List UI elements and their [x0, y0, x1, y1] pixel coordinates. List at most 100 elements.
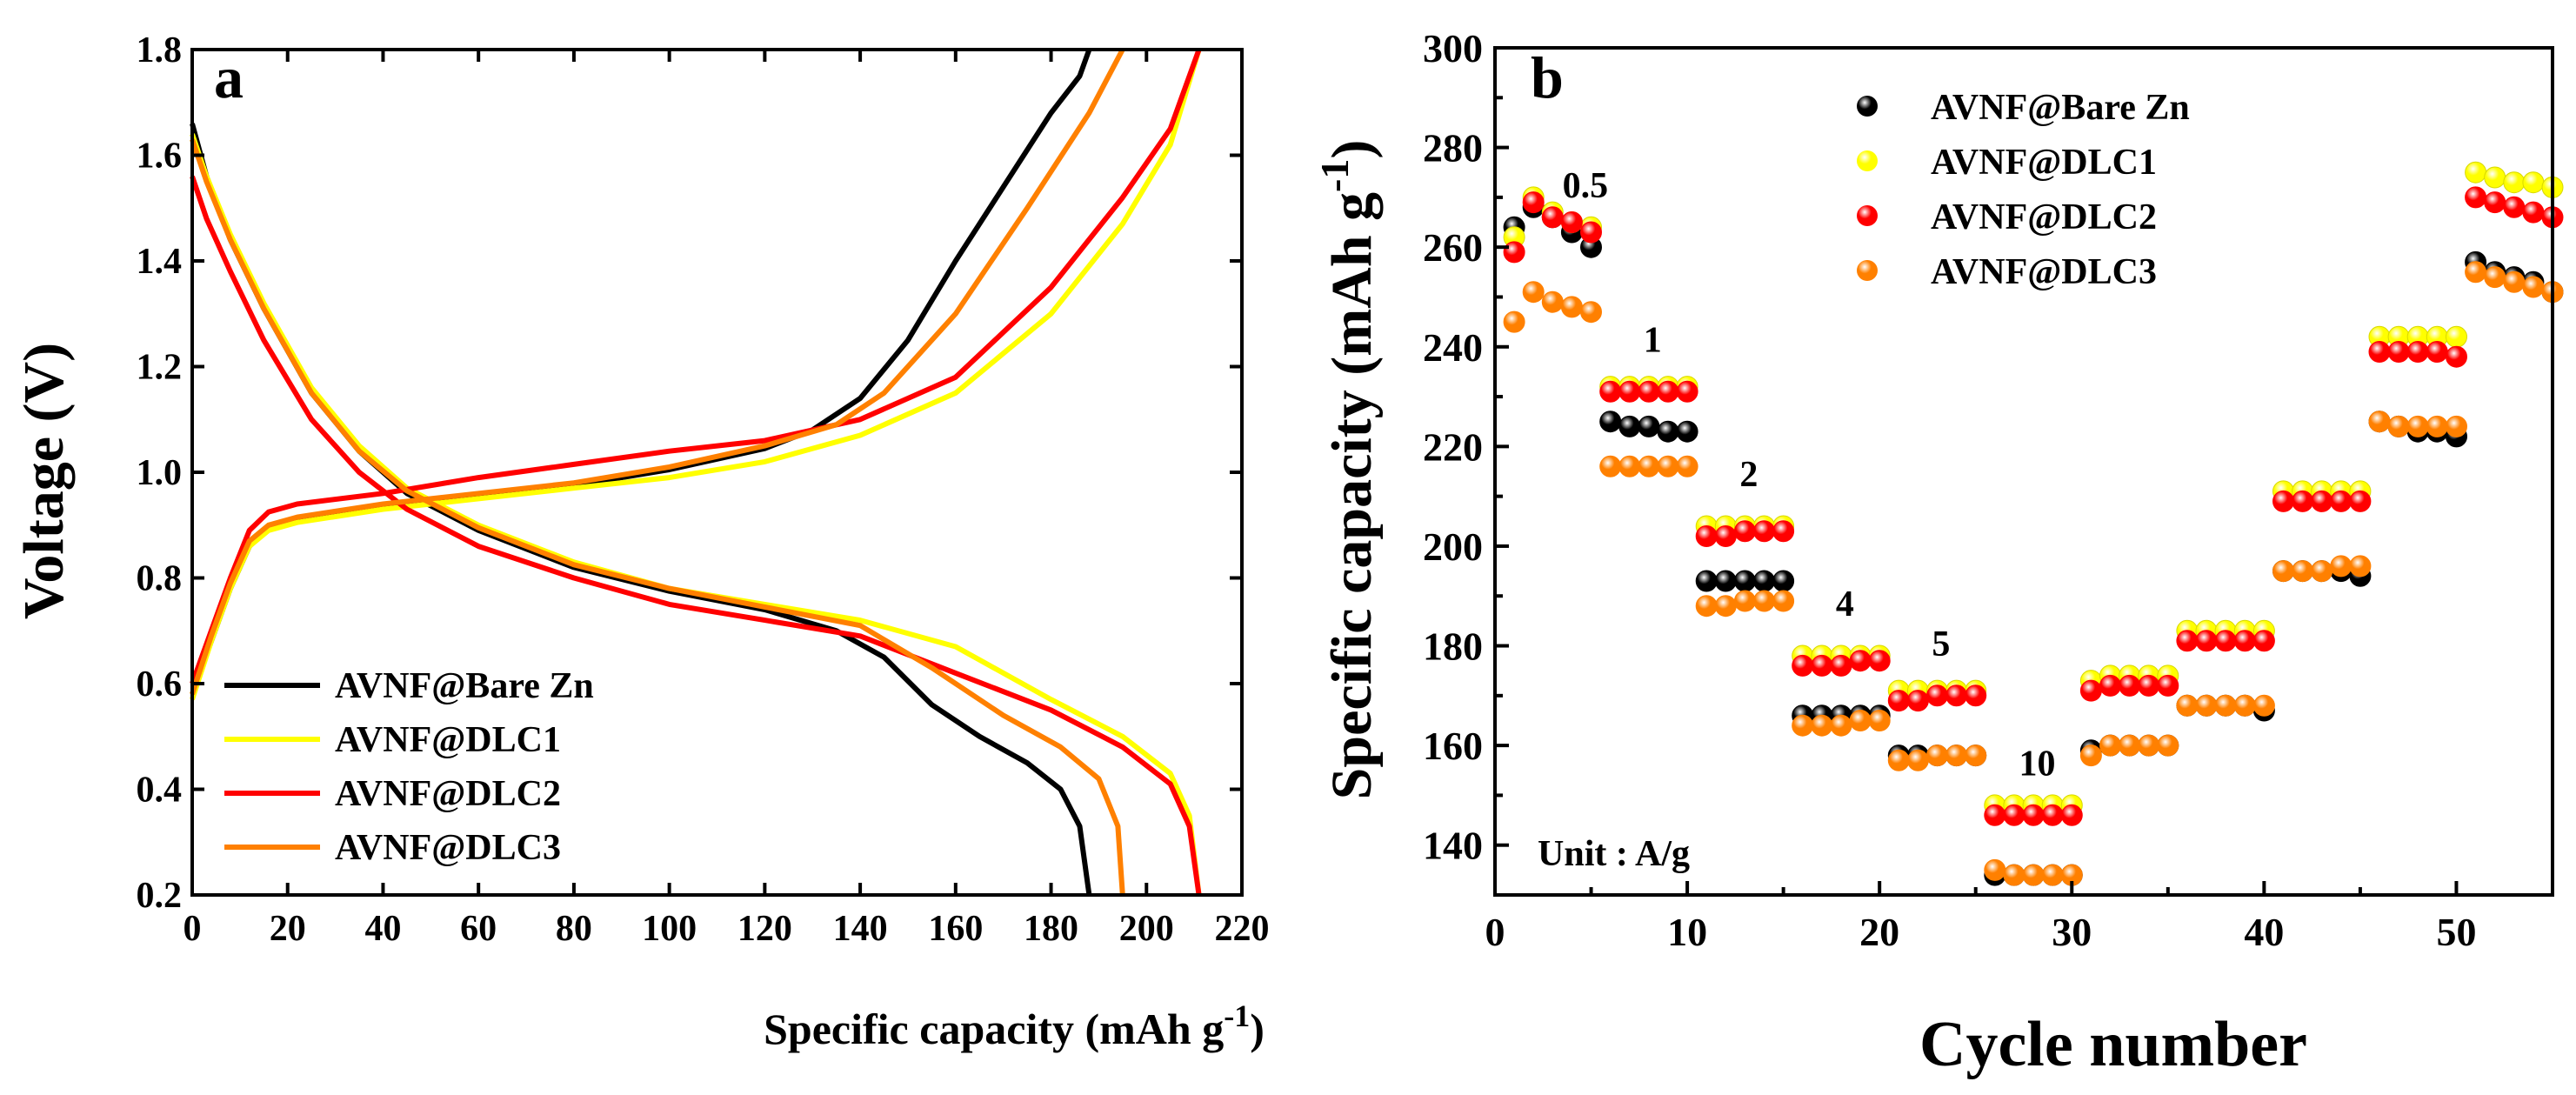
panel-a-ytick-label: 0.6	[137, 664, 183, 704]
panel-b-avnf-dlc3-point	[1792, 714, 1814, 737]
panel-a-xtick-label: 80	[556, 909, 592, 949]
panel-b-avnf-dlc2-point	[1926, 684, 1948, 707]
panel-b-avnf-dlc3-point	[1887, 749, 1910, 771]
panel-b-avnf-dlc2-point	[2157, 674, 2179, 697]
panel-b-avnf-dlc2-point	[2465, 186, 2487, 209]
panel-b-avnf-dlc2-point	[2079, 679, 2102, 702]
panel-b-avnf-dlc2-point	[1618, 380, 1641, 403]
panel-b-ylabel-end: )	[1320, 140, 1384, 159]
panel-b-avnf-dlc3-point	[2406, 415, 2429, 437]
panel-b-avnf-dlc2-point	[2003, 804, 2025, 826]
panel-b-avnf-dlc2-point	[2311, 490, 2333, 512]
panel-b-avnf-dlc3-point	[1945, 744, 1968, 767]
panel-a-ytick-label: 0.4	[137, 771, 183, 811]
panel-b-avnf-dlc3-point	[2465, 261, 2487, 284]
panel-b-ytick-label: 180	[1423, 624, 1483, 669]
panel-b-avnf-dlc2-point	[2503, 196, 2526, 218]
panel-b-ylabel: Specific capacity (mAh g-1)	[1312, 140, 1384, 800]
panel-b-rate-performance: 0 10 20 30 40 50 140 160 180 200 220 240 260 280 300 0…	[1312, 26, 2564, 1080]
panel-b-avnf-dlc2-point	[2214, 630, 2237, 652]
panel-b-xtick-label: 0	[1485, 910, 1505, 954]
panel-b-legend-marker	[1857, 96, 1878, 117]
panel-b-avnf-bare-zn-point	[1733, 570, 1756, 592]
panel-b-avnf-dlc3-point	[1772, 590, 1795, 612]
panel-b-avnf-bare-zn-point	[1714, 570, 1737, 592]
panel-a-xtick-label: 120	[737, 909, 792, 949]
panel-b-avnf-dlc3-point	[2503, 270, 2526, 293]
panel-b-avnf-dlc3-point	[2041, 864, 2064, 886]
panel-b-avnf-dlc3-point	[1965, 744, 1987, 767]
panel-b-legend-label: AVNF@DLC1	[1931, 143, 2157, 183]
panel-b-ylabel-main: Specific capacity (mAh g	[1320, 192, 1384, 799]
panel-b-avnf-dlc3-point	[1599, 455, 1622, 477]
panel-a-xtick-label: 20	[270, 909, 306, 949]
panel-a-curves	[190, 48, 1202, 896]
panel-b-ytick-label: 260	[1423, 225, 1483, 270]
panel-b-avnf-dlc3-point	[2176, 694, 2199, 717]
panel-b-avnf-dlc3-point	[1541, 290, 1564, 313]
panel-b-xtick-label: 30	[2052, 910, 2092, 954]
panel-a-xlabel-end: )	[1250, 1005, 1265, 1053]
panel-a-avnf-dlc2-discharge-curve	[190, 175, 1202, 896]
panel-b-avnf-dlc2-point	[1599, 380, 1622, 403]
panel-b-avnf-dlc2-point	[1984, 804, 2006, 826]
panel-b-avnf-dlc3-point	[1868, 710, 1891, 731]
panel-b-avnf-dlc1-point	[2465, 161, 2487, 184]
panel-b-avnf-dlc3-point	[2119, 734, 2141, 757]
panel-a-avnf-dlc2-charge-curve	[190, 48, 1202, 685]
panel-b-avnf-dlc2-point	[2349, 490, 2372, 512]
panel-b-avnf-dlc2-point	[2195, 630, 2218, 652]
panel-b-legend-label: AVNF@DLC2	[1931, 197, 2157, 237]
panel-b-avnf-dlc3-point	[1926, 744, 1948, 767]
panel-b-avnf-dlc2-point	[2446, 345, 2467, 368]
panel-b-avnf-dlc2-point	[1541, 206, 1564, 229]
panel-a-legend: AVNF@Bare Zn AVNF@DLC1 AVNF@DLC2 AVNF@DLC3	[224, 666, 594, 868]
panel-a-xlabel: Specific capacity (mAh g-1)	[764, 998, 1265, 1053]
panel-a-xlabel-main: Specific capacity (mAh g	[764, 1005, 1224, 1053]
panel-b-avnf-dlc2-point	[1580, 221, 1602, 244]
panel-b-avnf-bare-zn-point	[1772, 570, 1795, 592]
panel-b-avnf-dlc3-point	[1618, 455, 1641, 477]
panel-a-legend-label: AVNF@Bare Zn	[335, 666, 594, 706]
panel-b-avnf-dlc2-point	[2041, 804, 2064, 826]
panel-b-axes: 0 10 20 30 40 50 140 160 180 200 220 240 260 280 300	[1423, 26, 2554, 954]
panel-b-avnf-dlc2-point	[1792, 654, 1814, 677]
panel-b-avnf-dlc3-point	[2003, 864, 2025, 886]
panel-b-legend: AVNF@Bare Zn AVNF@DLC1 AVNF@DLC2 AVNF@DLC3	[1857, 88, 2190, 292]
panel-b-avnf-bare-zn-point	[1676, 420, 1698, 443]
panel-b-avnf-dlc1-point	[2522, 171, 2545, 194]
panel-b-ytick-label: 240	[1423, 325, 1483, 370]
panel-b-avnf-dlc3-point	[1984, 858, 2006, 881]
panel-b-legend-marker	[1857, 260, 1878, 281]
panel-b-avnf-dlc2-point	[2022, 804, 2045, 826]
panel-b-avnf-dlc1-point	[2446, 325, 2467, 348]
panel-b-annotation: Unit : A/g	[1538, 834, 1690, 874]
panel-b-avnf-dlc2-point	[1849, 650, 1872, 672]
panel-a-legend-label: AVNF@DLC3	[335, 828, 561, 868]
panel-a-ytick-label: 1.2	[137, 348, 183, 388]
panel-b-avnf-dlc3-point	[1849, 710, 1872, 731]
panel-b-avnf-dlc3-point	[1830, 714, 1852, 737]
panel-b-avnf-dlc2-point	[1868, 650, 1891, 672]
panel-b-avnf-dlc3-point	[1714, 595, 1737, 618]
panel-b-avnf-dlc3-point	[1580, 301, 1602, 324]
panel-b-avnf-dlc2-point	[1695, 525, 1718, 547]
panel-b-avnf-dlc3-point	[1733, 590, 1756, 612]
panel-b-avnf-dlc3-point	[2446, 415, 2467, 437]
panel-b-avnf-dlc2-point	[2292, 490, 2314, 512]
panel-a-xtick-label: 160	[928, 909, 983, 949]
panel-b-avnf-dlc3-point	[2426, 415, 2448, 437]
panel-a-legend-label: AVNF@DLC1	[335, 720, 561, 760]
panel-b-avnf-dlc1-point	[2484, 166, 2506, 189]
panel-b-avnf-dlc3-point	[2387, 415, 2410, 437]
panel-b-avnf-dlc2-point	[2060, 804, 2083, 826]
panel-b-avnf-dlc2-point	[2522, 201, 2545, 224]
panel-b-avnf-dlc2-point	[2252, 630, 2275, 652]
panel-b-avnf-dlc3-point	[2311, 560, 2333, 583]
panel-a-ytick-label: 1.8	[137, 30, 183, 70]
panel-b-avnf-dlc3-point	[1638, 455, 1660, 477]
panel-b-avnf-dlc3-point	[1753, 590, 1775, 612]
panel-a-xlabel-sup: -1	[1224, 998, 1250, 1033]
panel-a-ytick-label: 1.0	[137, 453, 183, 493]
